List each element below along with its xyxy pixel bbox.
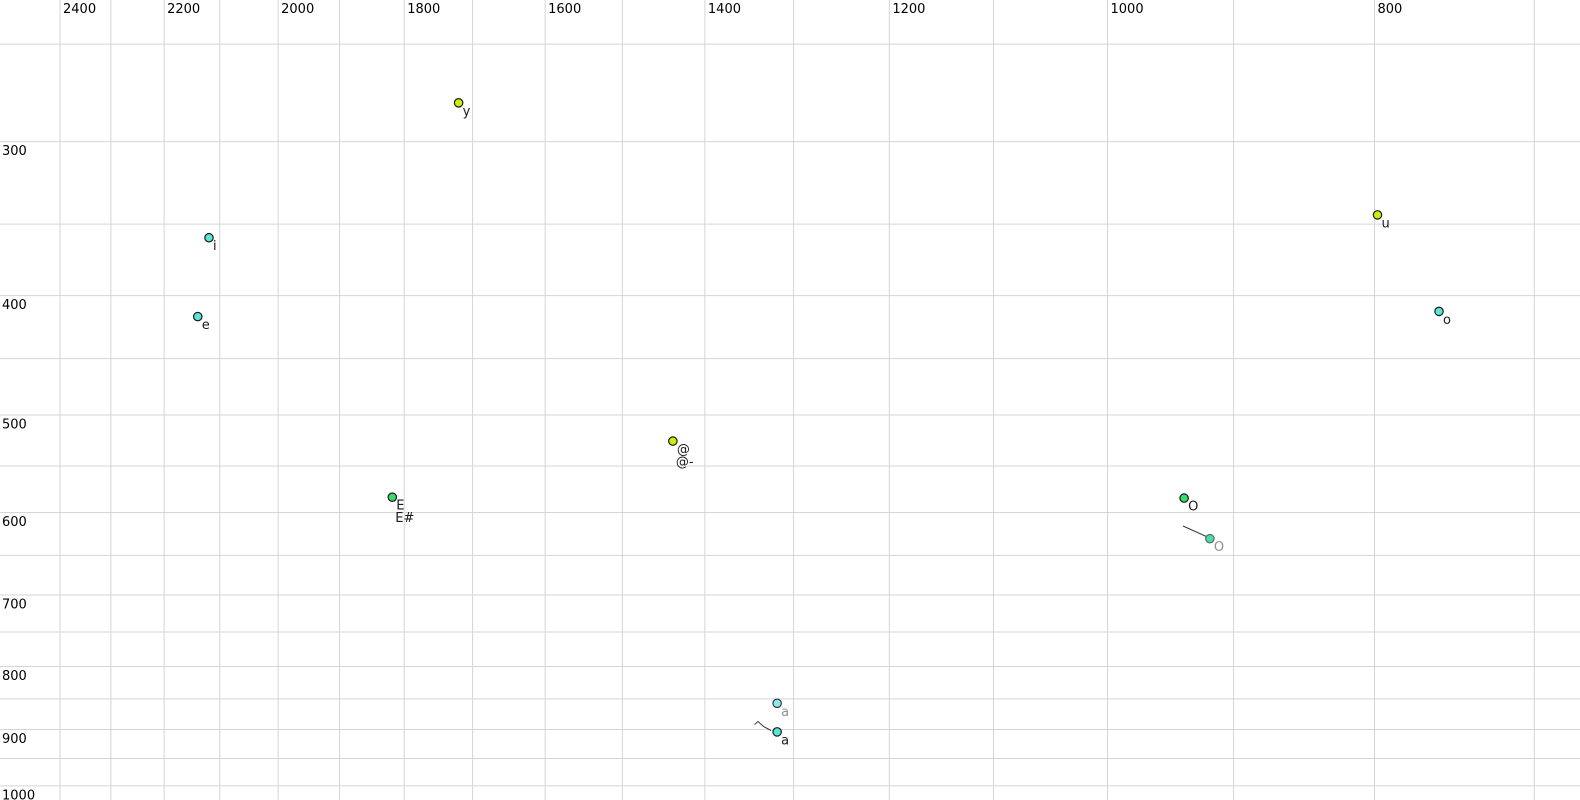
x-axis-tick-label: 1000 xyxy=(1111,2,1144,17)
y-axis-tick-label: 300 xyxy=(2,144,27,159)
vowel-point-label: e xyxy=(202,318,210,333)
x-axis-tick-label: 1200 xyxy=(892,2,925,17)
vowel-point-dot-e xyxy=(192,311,203,322)
y-axis-tick-label: 500 xyxy=(2,418,27,433)
x-axis-tick-label: 2000 xyxy=(281,2,314,17)
vowel-point-dot-a xyxy=(772,727,782,737)
point-trajectory-tail xyxy=(1182,525,1208,538)
vowel-point-label-secondary: @- xyxy=(676,455,694,470)
y-axis-tick-label: 800 xyxy=(2,669,27,684)
y-axis-tick-label: 400 xyxy=(2,298,27,313)
x-axis-tick-label: 1800 xyxy=(407,2,440,17)
vowel-point-dot-O xyxy=(1205,533,1215,544)
x-axis-tick-label: 2200 xyxy=(167,2,200,17)
vowel-point-label: O xyxy=(1214,540,1224,555)
vowel-point-label: a xyxy=(781,705,789,720)
y-axis-tick-label: 700 xyxy=(2,598,27,613)
vowel-point-dot-u xyxy=(1372,210,1383,220)
vowel-point-dot-E xyxy=(387,492,398,502)
vowel-point-label: i xyxy=(213,239,217,254)
vowel-point-label: a xyxy=(781,733,789,748)
vowel-point-label: y xyxy=(463,104,471,119)
x-axis-tick-label: 1600 xyxy=(548,2,581,17)
vowel-point-label: u xyxy=(1381,216,1389,231)
vowel-point-dot-y xyxy=(453,98,464,108)
x-axis-tick-label: 800 xyxy=(1378,2,1403,17)
vowel-point-label: E xyxy=(396,499,404,514)
y-axis-tick-label: 1000 xyxy=(2,788,35,800)
vowel-point-label: @ xyxy=(677,443,690,458)
vowel-point-label: O xyxy=(1188,500,1198,515)
vowel-point-dot-O xyxy=(1179,493,1189,503)
vowel-point-dot-a xyxy=(772,698,782,709)
vowel-point-dot-i xyxy=(204,232,214,243)
y-axis-tick-label: 900 xyxy=(2,732,27,747)
point-trajectory-tail xyxy=(754,720,772,731)
vowel-point-label-secondary: E# xyxy=(395,511,414,526)
x-axis-tick-label: 1400 xyxy=(708,2,741,17)
vowel-point-dot- xyxy=(668,436,678,446)
vowel-point-dot-o xyxy=(1434,306,1444,317)
y-axis-tick-label: 600 xyxy=(2,515,27,530)
vowel-point-label: o xyxy=(1443,313,1451,328)
x-axis-tick-label: 2400 xyxy=(63,2,96,17)
